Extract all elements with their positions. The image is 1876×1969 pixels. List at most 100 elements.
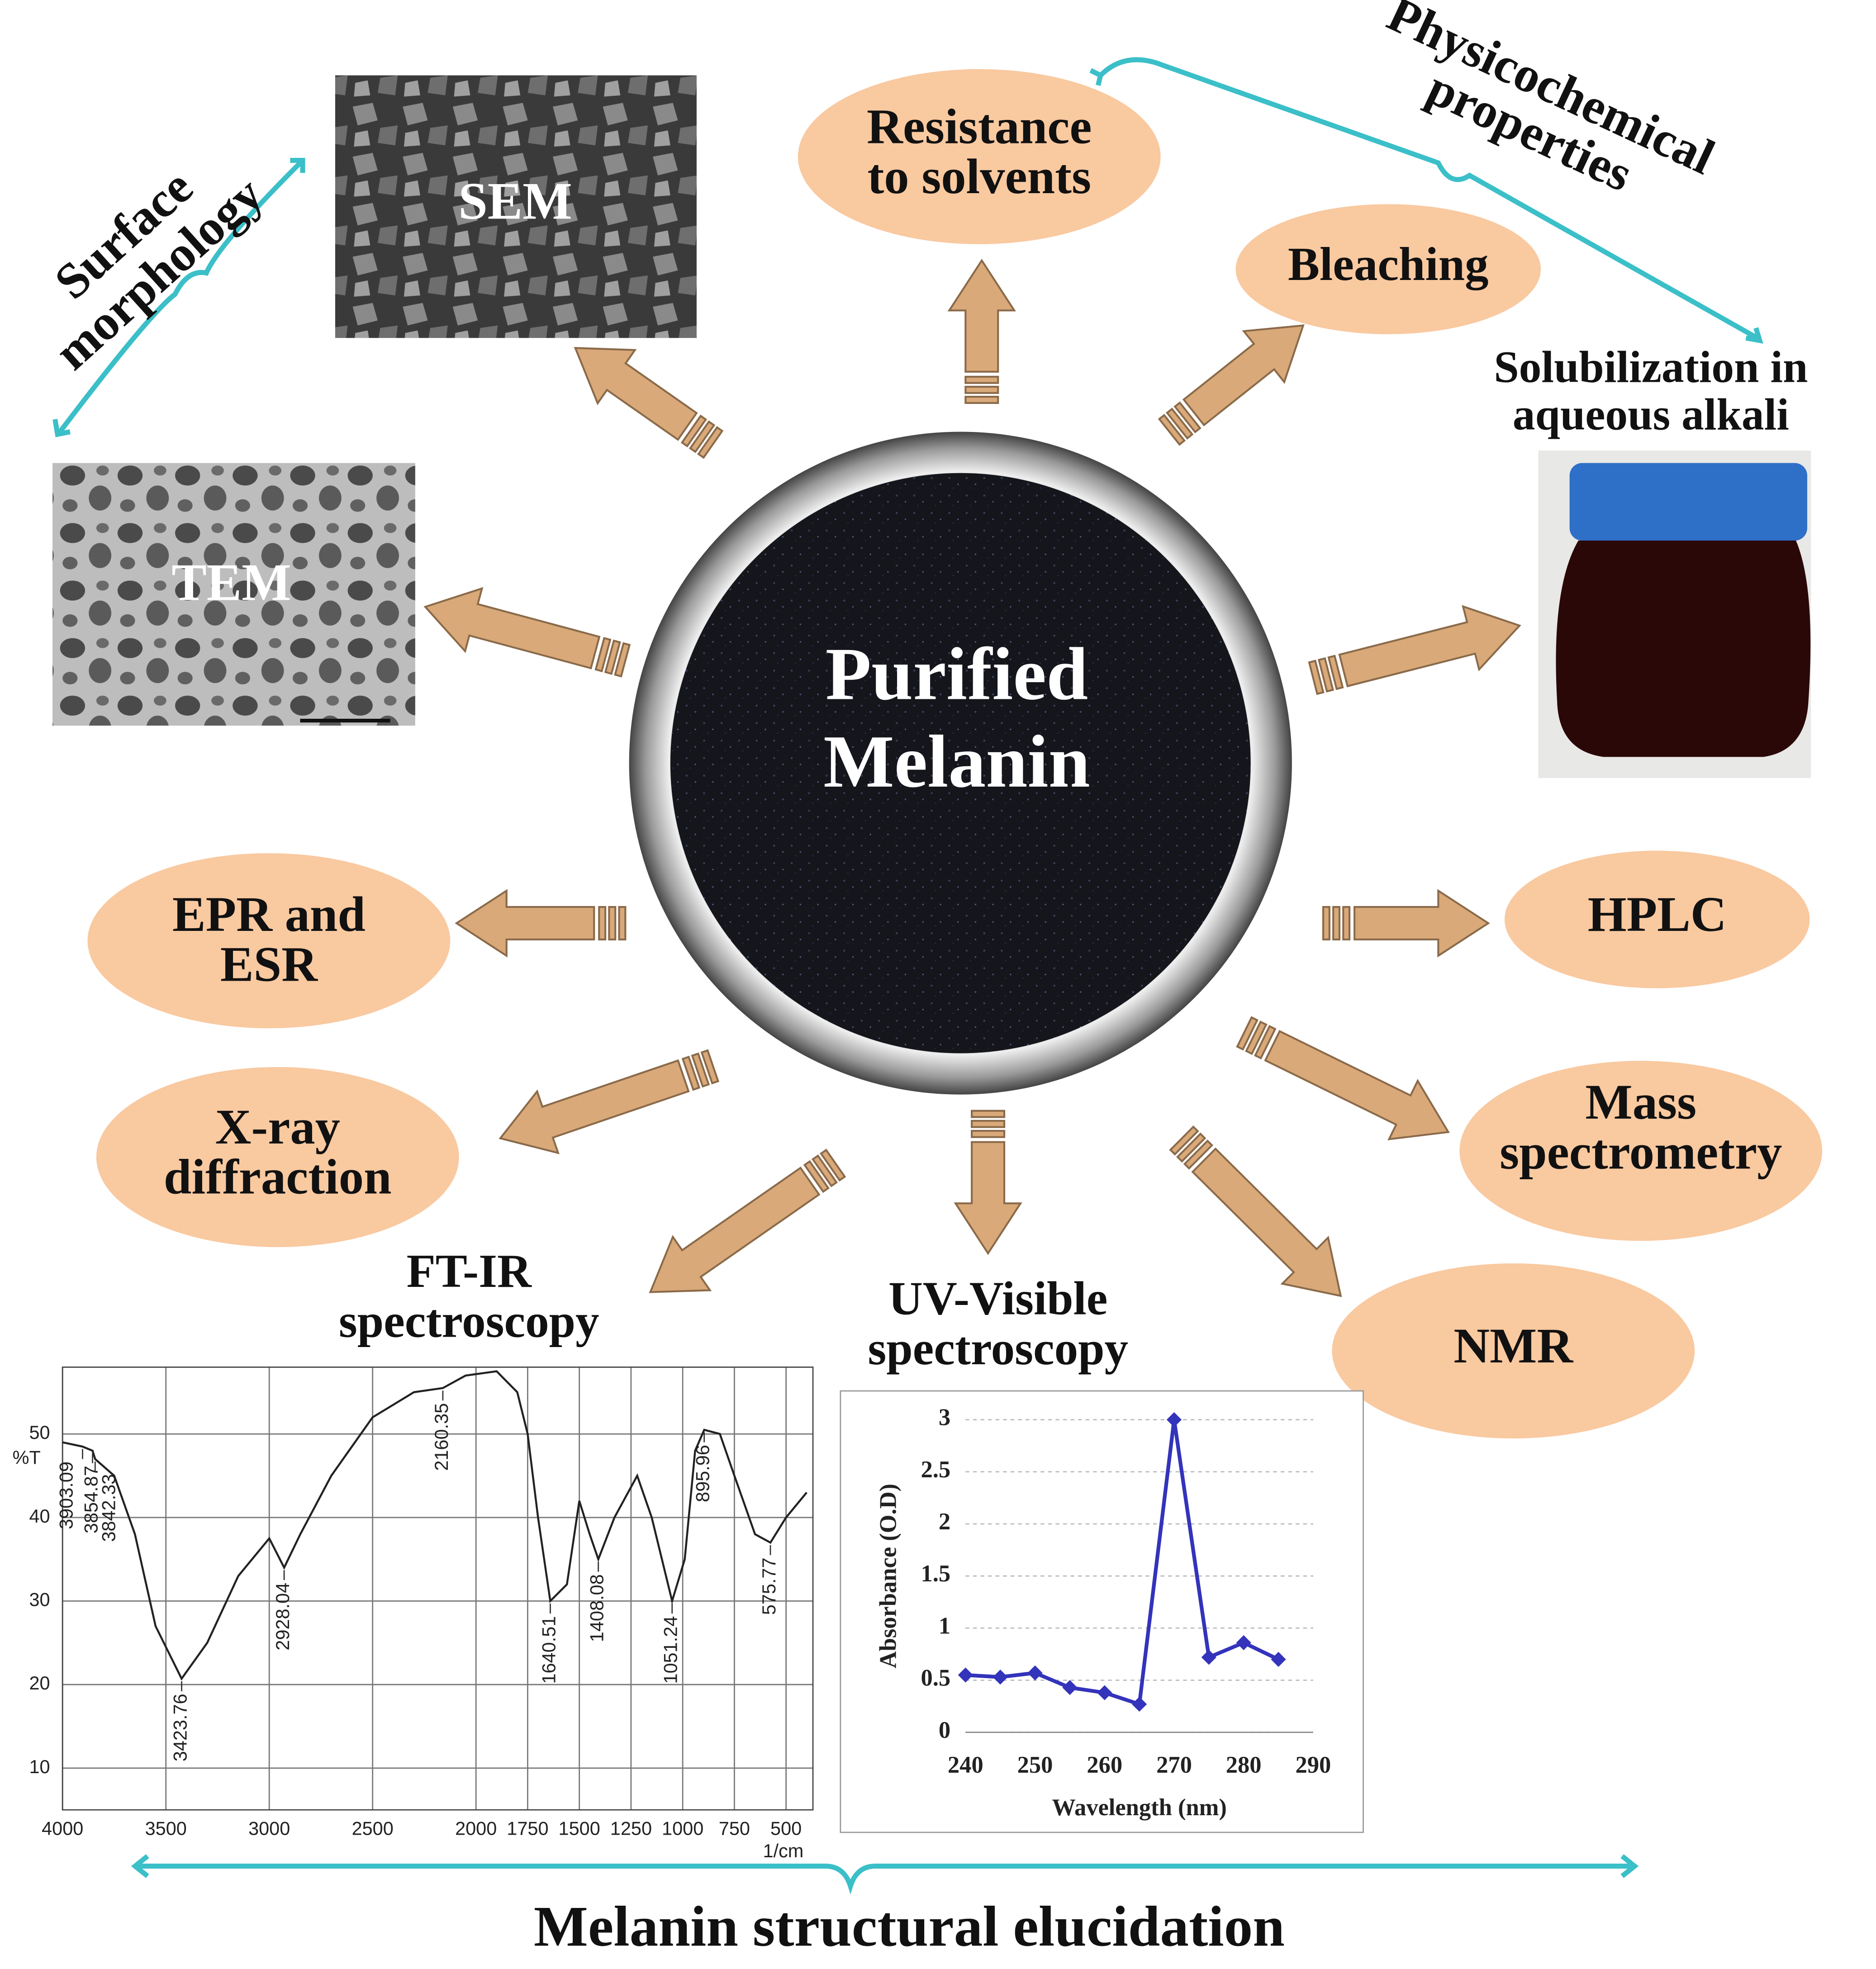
arrow-stripe [1327, 655, 1344, 690]
node-label: Solubilization in [1494, 342, 1808, 392]
arrow-body [1191, 1147, 1342, 1297]
y-tick-label: 2.5 [921, 1457, 950, 1483]
y-tick-label: 2 [939, 1509, 950, 1535]
arrow [423, 587, 631, 678]
node-ellipse [1235, 204, 1541, 334]
tem-image [52, 463, 415, 726]
data-point [1236, 1635, 1251, 1651]
y-tick-label: 0 [939, 1717, 950, 1743]
node-ellipse [1459, 1061, 1823, 1241]
y-axis-label: Absorbance (O.D) [875, 1484, 901, 1668]
x-tick-label: 500 [770, 1817, 802, 1839]
peak-label: 1640.51 [538, 1616, 559, 1684]
x-tick-label: 290 [1296, 1752, 1331, 1778]
x-axis-label: Wavelength (nm) [1052, 1794, 1227, 1821]
arrow-body [423, 587, 601, 669]
arrow [947, 258, 1016, 404]
x-tick-label: 260 [1087, 1752, 1122, 1778]
arrow-body [1182, 324, 1305, 427]
x-tick-label: 4000 [42, 1817, 83, 1839]
x-tick-label: 1750 [507, 1817, 548, 1839]
arrow-body [947, 258, 1016, 373]
arrow-stripe [971, 1120, 1006, 1128]
arrow-stripe [1317, 657, 1335, 693]
arrow-stripe [964, 396, 999, 404]
arrow-stripe [1254, 1025, 1277, 1060]
image-label: SEM [458, 173, 572, 231]
arrow-body [1338, 605, 1521, 688]
arrow-stripe [1245, 1020, 1268, 1055]
plot-frame [62, 1366, 814, 1811]
arrow-stripe [1158, 413, 1186, 446]
peak-label: 3854.87 [81, 1466, 102, 1533]
chart-title: spectroscopy [868, 1322, 1128, 1375]
node-ellipse [96, 1067, 459, 1248]
peak-label: 3423.76 [170, 1694, 191, 1761]
arrow-stripe [971, 1110, 1006, 1118]
node-label: to solvents [867, 148, 1091, 204]
peak-label: 1408.08 [586, 1574, 608, 1642]
data-point [1271, 1651, 1286, 1667]
node-label: NMR [1453, 1318, 1573, 1373]
x-tick-label: 250 [1017, 1752, 1053, 1778]
arrow-stripe [1169, 1125, 1199, 1156]
arrow [1158, 324, 1305, 446]
x-tick-label: 280 [1226, 1752, 1262, 1778]
arrow-stripe [689, 420, 716, 453]
arrow-body [1264, 1030, 1450, 1141]
x-tick-label: 2000 [455, 1817, 497, 1839]
x-tick-label: 750 [719, 1817, 750, 1839]
arrow-body [954, 1141, 1022, 1255]
y-tick-label: 10 [29, 1756, 50, 1777]
peak-label: 2160.35 [431, 1403, 452, 1471]
data-point [1132, 1696, 1147, 1712]
node-label: X-ray [215, 1099, 340, 1154]
x-tick-label: 1250 [610, 1817, 652, 1839]
arrow-stripe [1322, 906, 1330, 941]
node-label: Resistance [867, 98, 1092, 154]
peak-label: 3903.09 [55, 1461, 76, 1529]
arrows [423, 258, 1521, 1297]
arrow-body [649, 1166, 821, 1293]
arrow-stripe [691, 1052, 710, 1088]
arrow-body [455, 889, 595, 958]
peak-label: 3842.33 [98, 1474, 119, 1542]
braces [52, 57, 1763, 1895]
x-tick-label: 2500 [352, 1817, 394, 1839]
y-tick-label: 50 [29, 1422, 50, 1443]
x-tick-label: 3500 [145, 1817, 187, 1839]
arrow-stripe [811, 1154, 838, 1187]
chart-title: FT-IR [407, 1244, 532, 1297]
node-label: spectrometry [1500, 1124, 1782, 1179]
arrow-body [499, 1059, 690, 1154]
arrow-body [574, 347, 698, 441]
arrow-stripe [618, 906, 627, 941]
arrow-stripe [1308, 659, 1325, 695]
arrow-stripe [697, 426, 724, 459]
x-axis-label: 1/cm [763, 1840, 803, 1861]
y-tick-label: 20 [29, 1672, 50, 1694]
arrow [1308, 605, 1521, 695]
peak-label: 1051.24 [660, 1616, 681, 1684]
arrow-stripe [1342, 906, 1351, 941]
arrow-stripe [680, 414, 708, 448]
arrow [455, 889, 627, 958]
arrow-stripe [1176, 1132, 1206, 1163]
node-label: EPR and [172, 886, 366, 942]
y-tick-label: 1 [939, 1613, 950, 1639]
arrow-stripe [820, 1148, 846, 1182]
arrow-stripe [1183, 1139, 1214, 1170]
data-line [965, 1419, 1279, 1707]
node-label: HPLC [1588, 886, 1727, 942]
jar-image [1538, 450, 1811, 778]
arrow-stripe [608, 906, 617, 941]
chart-frame [840, 1390, 1364, 1833]
chart-title: UV-Visible [888, 1272, 1107, 1325]
arrow-stripe [594, 637, 612, 673]
node-label: Mass [1585, 1074, 1696, 1129]
center-label: Melanin [823, 720, 1090, 803]
x-tick-label: 1500 [559, 1817, 600, 1839]
